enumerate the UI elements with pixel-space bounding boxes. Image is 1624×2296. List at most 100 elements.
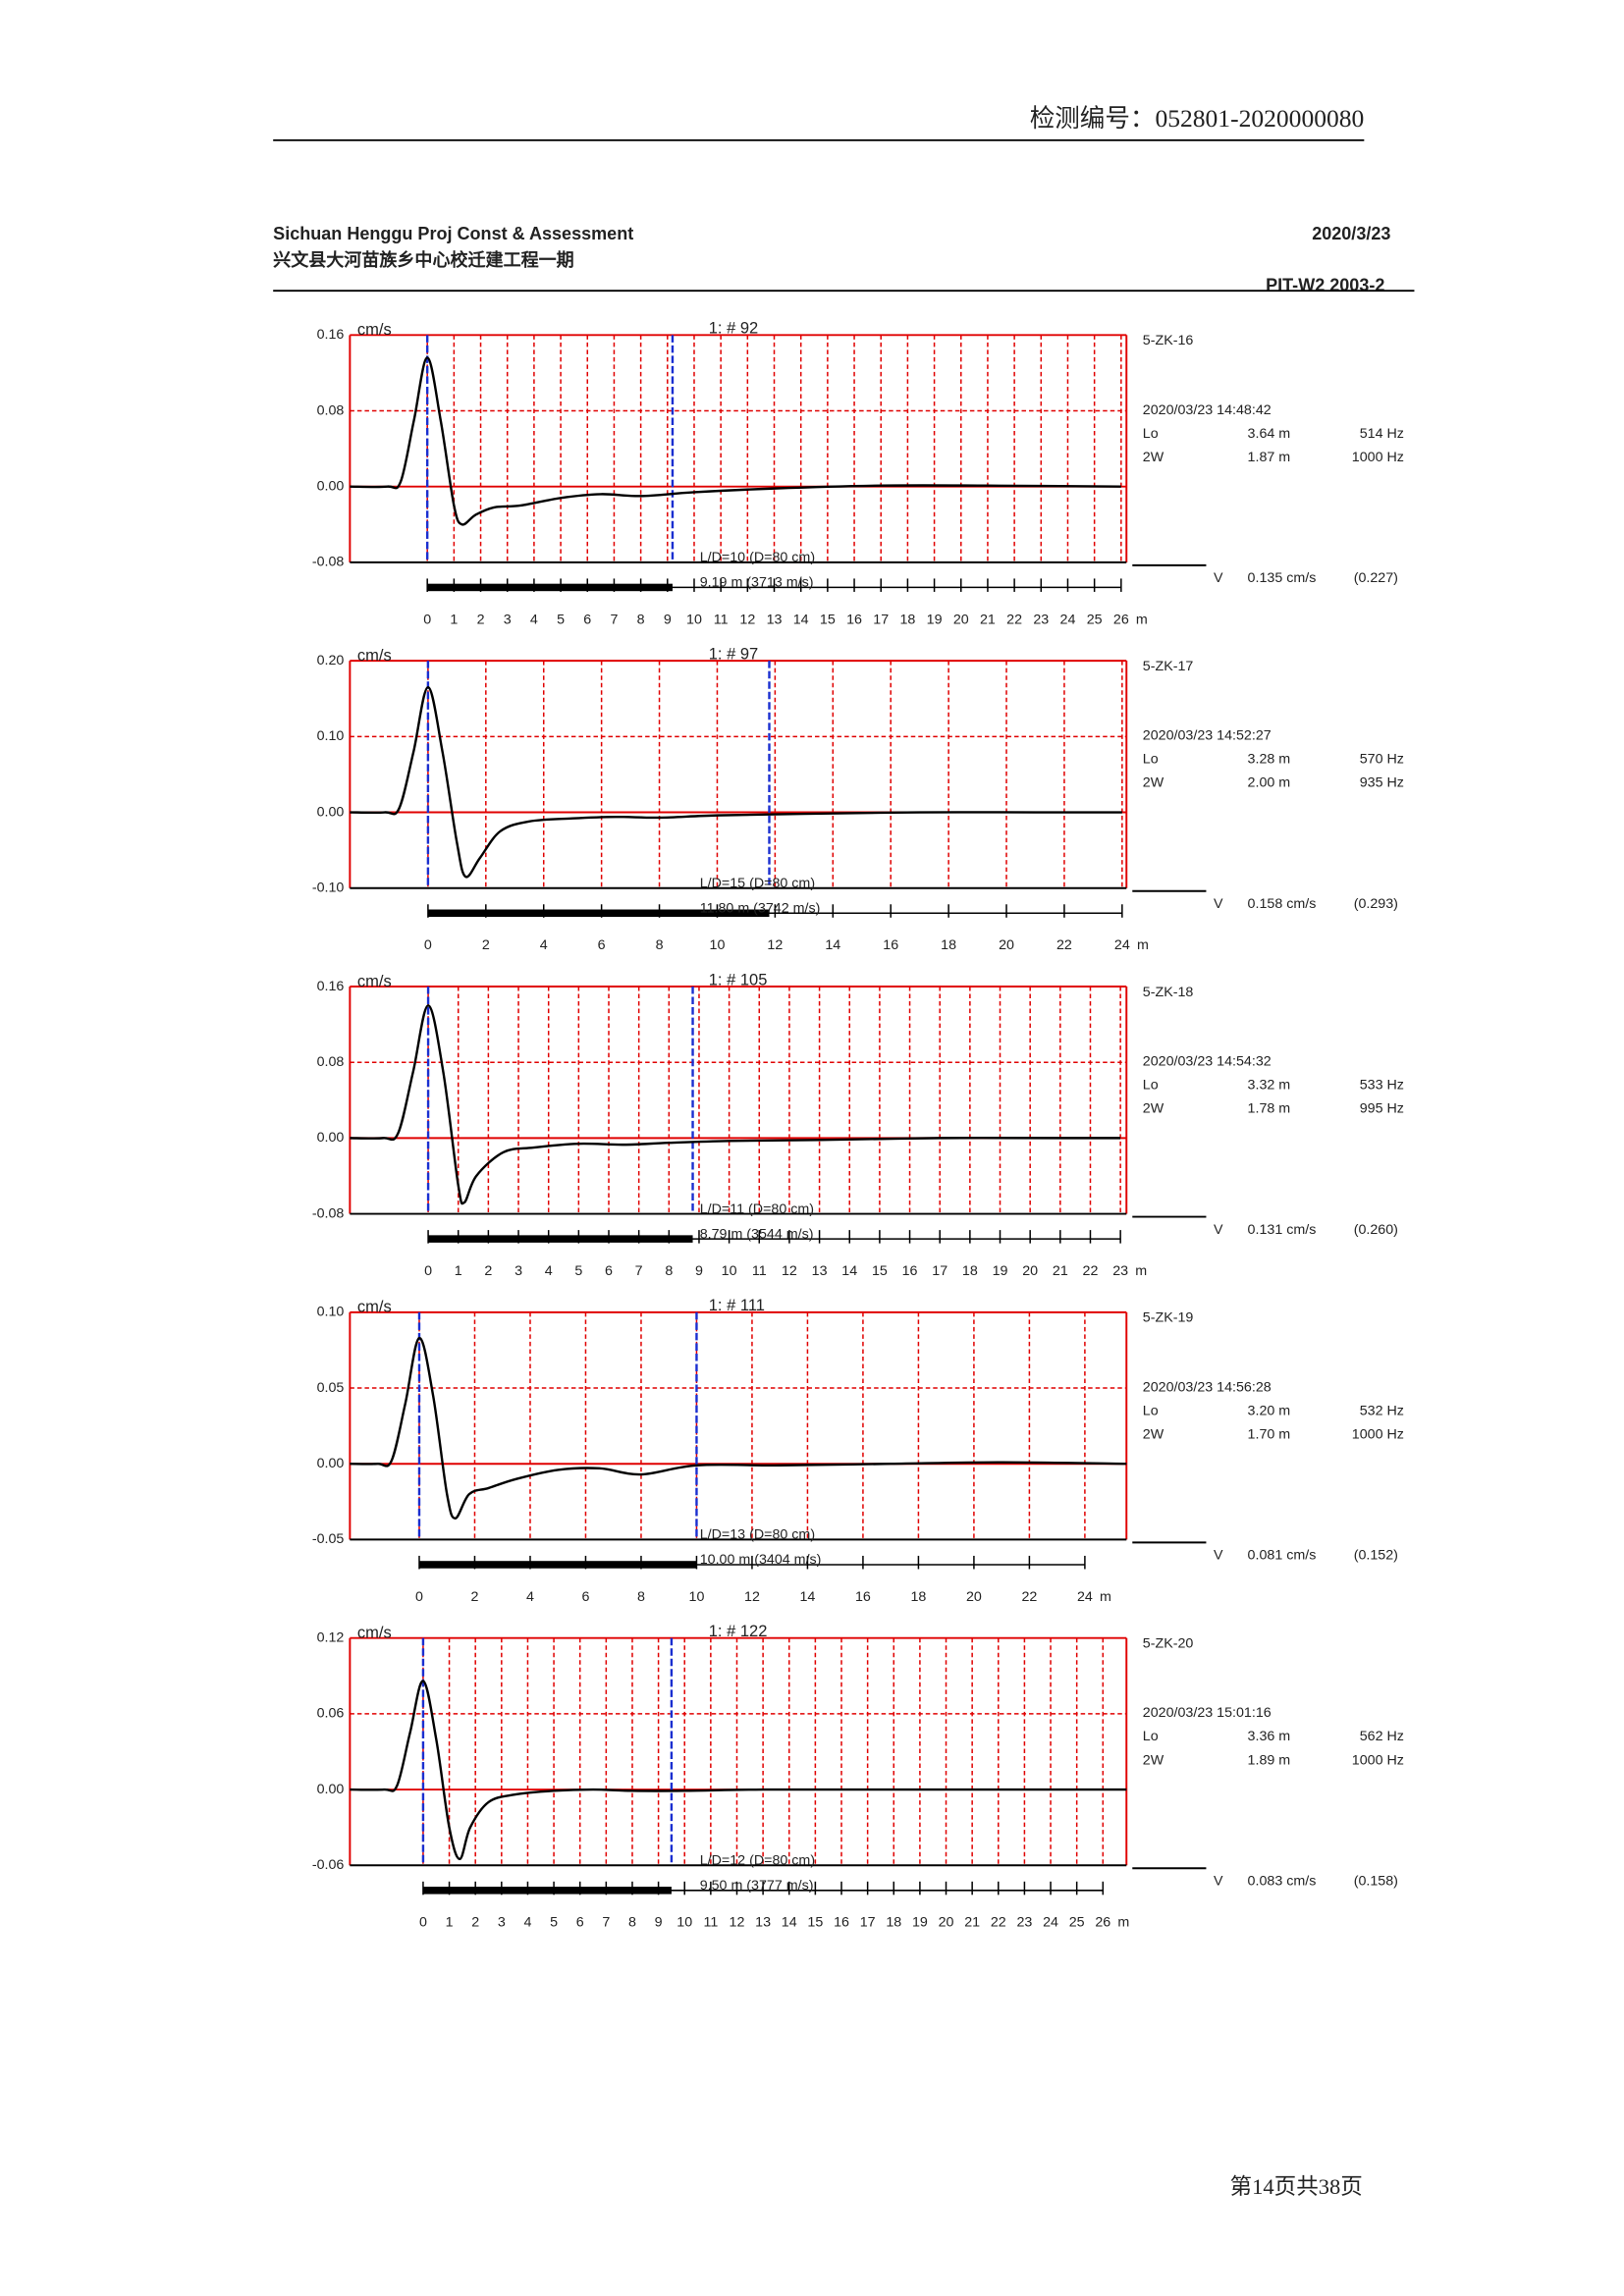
x-tick-label: 18 xyxy=(886,1915,901,1931)
x-tick-label: 2 xyxy=(471,1589,479,1605)
x-tick-label: 23 xyxy=(1033,612,1049,627)
info-text: 1.89 m xyxy=(1248,1752,1291,1768)
x-tick-label: 16 xyxy=(883,937,898,953)
x-tick-label: 17 xyxy=(873,612,889,627)
info-text: (0.293) xyxy=(1354,896,1398,912)
info-text: (0.152) xyxy=(1354,1548,1398,1564)
info-text: 3.36 m xyxy=(1248,1729,1291,1744)
info-text: V xyxy=(1214,896,1223,912)
x-tick-label: 17 xyxy=(860,1915,876,1931)
info-text: 5-ZK-17 xyxy=(1143,659,1194,674)
info-text: 0.083 cm/s xyxy=(1248,1874,1317,1890)
x-tick-label: 4 xyxy=(523,1915,531,1931)
info-text: 533 Hz xyxy=(1360,1078,1404,1094)
company: Sichuan Henggu Proj Const & Assessment xyxy=(273,224,633,243)
date: 2020/3/23 xyxy=(1312,224,1390,243)
info-text: 995 Hz xyxy=(1360,1101,1404,1117)
pile-length-bar xyxy=(427,583,673,592)
x-tick-label: 4 xyxy=(540,937,548,953)
x-tick-label: 3 xyxy=(504,612,512,627)
y-tick-label: 0.00 xyxy=(317,1130,345,1146)
x-axis-label: m xyxy=(1117,1915,1129,1931)
device-clip xyxy=(1240,291,1418,306)
project: 兴文县大河苗族乡中心校迁建工程一期 xyxy=(273,249,574,270)
chart-title: 1: # 105 xyxy=(709,970,768,988)
x-tick-label: 8 xyxy=(628,1915,636,1931)
length-annotation: 10.00 m (3404 m/s) xyxy=(700,1552,822,1568)
info-text: (0.227) xyxy=(1354,570,1398,586)
info-text: V xyxy=(1214,1548,1223,1564)
y-axis-label: cm/s xyxy=(357,1624,392,1642)
x-tick-label: 12 xyxy=(730,1915,745,1931)
length-annotation: 11.80 m (3742 m/s) xyxy=(700,901,821,917)
x-tick-label: 6 xyxy=(581,1589,589,1605)
info-text: Lo xyxy=(1143,752,1159,768)
x-tick-label: 4 xyxy=(526,1589,534,1605)
x-tick-label: 12 xyxy=(782,1263,797,1279)
info-text: 3.64 m xyxy=(1248,426,1291,442)
info-text: 2020/03/23 14:54:32 xyxy=(1143,1053,1272,1069)
info-text: 1000 Hz xyxy=(1352,450,1404,465)
x-tick-label: 25 xyxy=(1069,1915,1085,1931)
x-tick-label: 22 xyxy=(1083,1263,1099,1279)
x-tick-label: 18 xyxy=(899,612,915,627)
x-tick-label: 16 xyxy=(846,612,862,627)
ld-annotation: L/D=12 (D=80 cm) xyxy=(700,1853,815,1869)
x-tick-label: 20 xyxy=(1022,1263,1038,1279)
info-text: 0.158 cm/s xyxy=(1248,896,1317,912)
x-tick-label: 15 xyxy=(807,1915,823,1931)
info-text: Lo xyxy=(1143,1729,1159,1744)
x-tick-label: 25 xyxy=(1087,612,1103,627)
x-tick-label: 0 xyxy=(415,1589,423,1605)
length-annotation: 8.79 m (3544 m/s) xyxy=(700,1226,814,1242)
x-tick-label: 7 xyxy=(610,612,618,627)
x-tick-label: 21 xyxy=(964,1915,980,1931)
x-tick-label: 17 xyxy=(932,1263,947,1279)
y-tick-label: 0.06 xyxy=(317,1706,345,1722)
y-tick-label: 0.00 xyxy=(317,478,345,494)
info-text: 0.135 cm/s xyxy=(1248,570,1317,586)
x-tick-label: 14 xyxy=(799,1589,815,1605)
x-tick-label: 9 xyxy=(655,1915,663,1931)
info-text: 2020/03/23 14:48:42 xyxy=(1143,402,1272,418)
x-tick-label: 13 xyxy=(755,1915,771,1931)
pile-length-bar xyxy=(427,909,770,918)
x-tick-label: 20 xyxy=(953,612,969,627)
x-tick-label: 2 xyxy=(482,937,490,953)
x-tick-label: 2 xyxy=(484,1263,492,1279)
x-tick-label: 0 xyxy=(423,612,431,627)
x-tick-label: 22 xyxy=(1021,1589,1037,1605)
info-text: 2W xyxy=(1143,775,1164,791)
info-text: 0.131 cm/s xyxy=(1248,1222,1317,1238)
x-tick-label: 11 xyxy=(752,1263,767,1279)
pile-length-bar xyxy=(428,1235,693,1243)
x-tick-label: 7 xyxy=(602,1915,610,1931)
x-tick-label: 5 xyxy=(550,1915,558,1931)
x-axis-label: m xyxy=(1136,612,1148,627)
x-tick-label: 4 xyxy=(530,612,538,627)
length-annotation: 9.50 m (3777 m/s) xyxy=(700,1878,814,1894)
x-tick-label: 0 xyxy=(424,937,432,953)
info-text: 0.081 cm/s xyxy=(1248,1548,1317,1564)
info-text: 1.78 m xyxy=(1248,1101,1291,1117)
x-tick-label: 23 xyxy=(1112,1263,1128,1279)
info-text: 1.70 m xyxy=(1248,1426,1291,1442)
waveform xyxy=(350,1004,1121,1205)
x-tick-label: 12 xyxy=(767,937,783,953)
footer: 第14页共38页 xyxy=(1230,2174,1363,2199)
x-tick-label: 1 xyxy=(446,1915,454,1931)
chart-title: 1: # 92 xyxy=(709,319,759,338)
ld-annotation: L/D=11 (D=80 cm) xyxy=(700,1201,814,1217)
x-tick-label: 24 xyxy=(1043,1915,1058,1931)
info-text: 2020/03/23 14:56:28 xyxy=(1143,1379,1272,1395)
x-tick-label: 26 xyxy=(1113,612,1129,627)
x-tick-label: 14 xyxy=(782,1915,797,1931)
x-tick-label: 11 xyxy=(703,1915,718,1931)
x-tick-label: 21 xyxy=(1053,1263,1068,1279)
x-tick-label: 16 xyxy=(834,1915,849,1931)
y-tick-label: 0.05 xyxy=(317,1380,345,1396)
info-text: 5-ZK-18 xyxy=(1143,985,1194,1000)
x-tick-label: 0 xyxy=(419,1915,427,1931)
x-tick-label: 2 xyxy=(471,1915,479,1931)
